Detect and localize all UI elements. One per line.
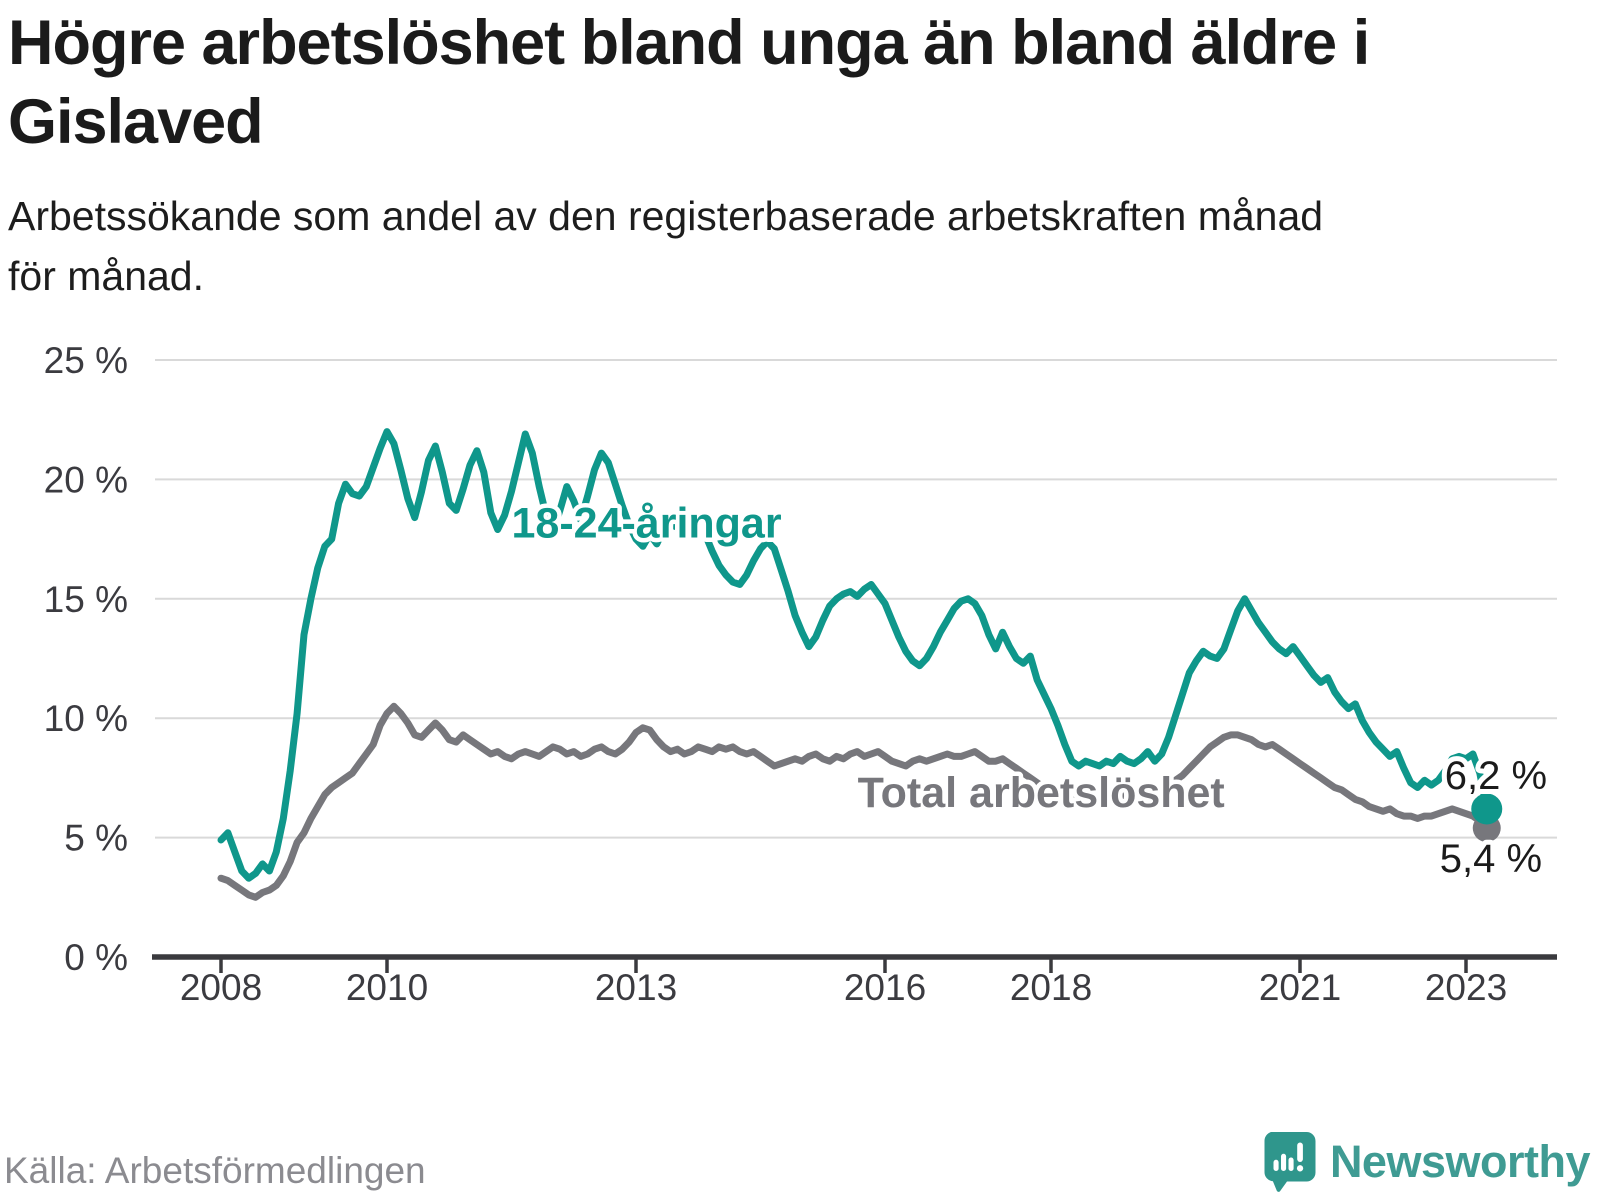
series-line-total xyxy=(217,702,1491,901)
newsworthy-logo: Newsworthy xyxy=(1264,1132,1591,1192)
y-axis-tick-label: 10 % xyxy=(44,698,128,739)
x-axis-tick-label: 2010 xyxy=(346,967,428,1008)
y-axis-tick-label: 20 % xyxy=(44,459,128,500)
y-axis-tick-label: 0 % xyxy=(64,937,128,978)
youth-end-value-label: 6,2 % xyxy=(1445,754,1547,798)
y-axis-tick-label: 15 % xyxy=(44,579,128,620)
x-axis-tick-label: 2008 xyxy=(180,967,262,1008)
series-label-1: Total arbetslöshet xyxy=(858,769,1225,817)
title-line-1: Högre arbetslöshet bland unga än bland ä… xyxy=(8,8,1370,78)
x-axis-tick-label: 2013 xyxy=(595,967,677,1008)
title-line-2: Gislaved xyxy=(8,87,264,157)
series-label-0: 18-24-åringar xyxy=(512,499,782,547)
youth-end-dot xyxy=(1471,793,1503,825)
y-axis-tick-label: 5 % xyxy=(64,818,128,859)
total-end-value-label: 5,4 % xyxy=(1440,837,1542,881)
page-title: Högre arbetslöshet bland unga än bland ä… xyxy=(8,4,1588,162)
source-credit: Källa: Arbetsförmedlingen xyxy=(4,1150,426,1191)
newsworthy-wordmark: Newsworthy xyxy=(1329,1136,1591,1187)
series-line-youth xyxy=(217,428,1491,882)
subtitle-line-2: för månad. xyxy=(8,253,204,299)
x-axis-tick-label: 2021 xyxy=(1259,967,1341,1008)
x-axis-tick-label: 2018 xyxy=(1010,967,1092,1008)
y-axis-tick-label: 25 % xyxy=(44,340,128,381)
newsworthy-speech-bubble-bar-chart-icon xyxy=(1264,1132,1316,1192)
chart-subtitle: Arbetssökande som andel av den registerb… xyxy=(8,186,1588,306)
subtitle-line-1: Arbetssökande som andel av den registerb… xyxy=(8,193,1324,239)
x-axis-tick-label: 2016 xyxy=(844,967,926,1008)
x-axis-tick-label: 2023 xyxy=(1425,967,1507,1008)
